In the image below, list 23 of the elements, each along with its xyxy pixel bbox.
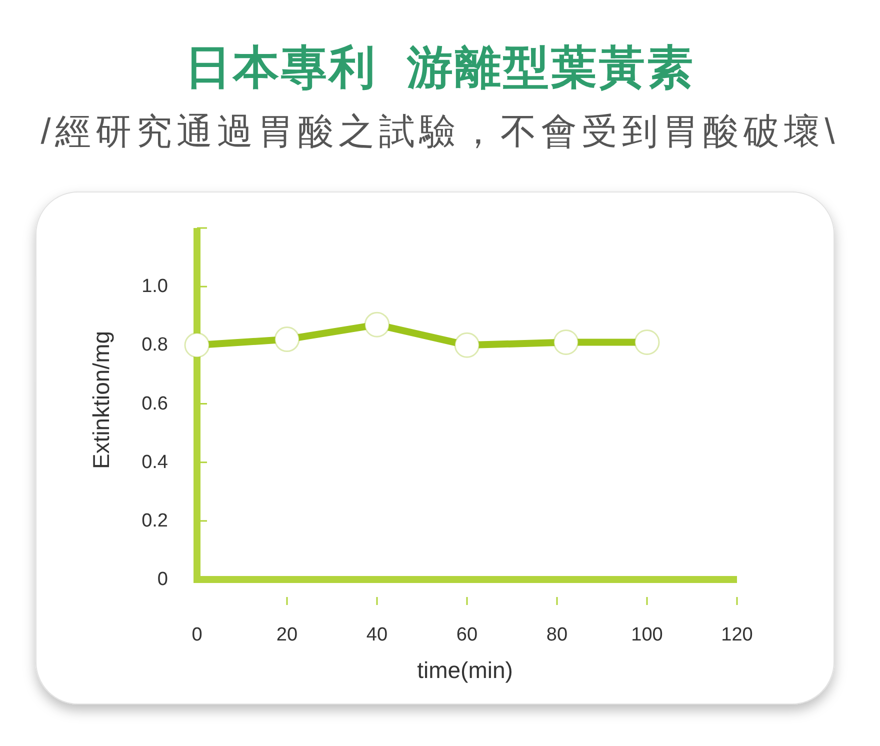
- x-tick-label: 40: [366, 624, 388, 646]
- y-tick-label: 0: [157, 569, 168, 590]
- x-tick-label: 80: [546, 624, 568, 646]
- x-tick-label: 0: [192, 624, 202, 646]
- y-axis-title: Extinktion/mg: [88, 330, 114, 470]
- chart-title: 日本專利 游離型葉黃素: [185, 41, 695, 93]
- point: [553, 329, 579, 355]
- x-tick-label: 60: [456, 624, 478, 646]
- x-tick-label: 120: [721, 624, 753, 646]
- chart-subtitle: /經研究通過胃酸之試驗，不會受到胃酸破壞\: [40, 110, 840, 152]
- point: [634, 329, 660, 355]
- y-tick-label: 0.2: [142, 510, 168, 532]
- x-tick-label: 20: [276, 624, 298, 646]
- x-tick-label: 100: [631, 624, 663, 646]
- y-tick-label: 1.0: [142, 276, 168, 298]
- y-tick-label: 0.8: [142, 334, 168, 356]
- y-tick-label: 0.6: [142, 393, 168, 414]
- point: [274, 326, 300, 352]
- point: [184, 332, 210, 358]
- point: [364, 312, 390, 338]
- y-tick-label: 0.4: [142, 452, 168, 473]
- x-axis-title: time(min): [417, 657, 513, 683]
- point: [454, 332, 480, 358]
